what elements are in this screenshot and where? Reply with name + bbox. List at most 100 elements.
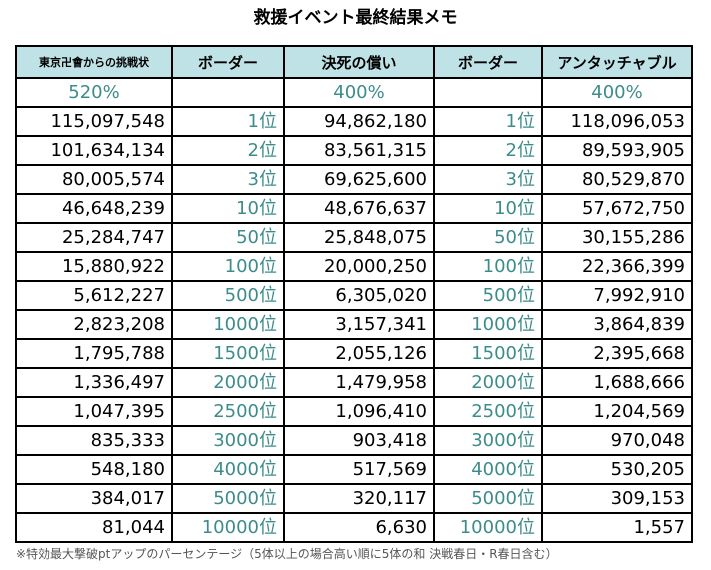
footnote: ※特効最大撃破ptアップのパーセンテージ（5体以上の場合高い順に5体の和 決戦春…	[16, 547, 558, 561]
table-row: 101,634,134 2位 83,561,315 2位 89,593,905	[15, 135, 693, 166]
rank-border-2: 1000位	[433, 309, 543, 340]
score-event-1: 1,795,788	[15, 338, 173, 369]
rank-border-2: 50位	[433, 222, 543, 253]
rank-border-2: 1500位	[433, 338, 543, 369]
rank-border-2: 2位	[433, 135, 543, 166]
score-event-2: 94,862,180	[283, 106, 435, 137]
rank-border-1: 50位	[171, 222, 285, 253]
table-row: 46,648,239 10位 48,676,637 10位 57,672,750	[15, 193, 693, 224]
rank-border-1: 1位	[171, 106, 285, 137]
score-event-1: 25,284,747	[15, 222, 173, 253]
score-event-3: 57,672,750	[541, 193, 693, 224]
rank-border-2: 4000位	[433, 454, 543, 485]
header-border-1: ボーダー	[171, 45, 285, 79]
score-event-1: 15,880,922	[15, 251, 173, 282]
score-event-3: 80,529,870	[541, 164, 693, 195]
rank-border-1: 5000位	[171, 483, 285, 514]
rank-border-2: 10000位	[433, 512, 543, 543]
table-row: 80,005,574 3位 69,625,600 3位 80,529,870	[15, 164, 693, 195]
score-event-1: 46,648,239	[15, 193, 173, 224]
score-event-1: 2,823,208	[15, 309, 173, 340]
score-event-3: 309,153	[541, 483, 693, 514]
table-row: 2,823,208 1000位 3,157,341 1000位 3,864,839	[15, 309, 693, 340]
rank-border-1: 2500位	[171, 396, 285, 427]
score-event-1: 5,612,227	[15, 280, 173, 311]
percent-border-2	[433, 77, 543, 108]
rank-border-2: 3000位	[433, 425, 543, 456]
rank-border-1: 1000位	[171, 309, 285, 340]
table-row: 835,333 3000位 903,418 3000位 970,048	[15, 425, 693, 456]
score-event-2: 20,000,250	[283, 251, 435, 282]
header-event-3: アンタッチャブル	[541, 45, 693, 79]
rank-border-2: 100位	[433, 251, 543, 282]
table-row: 1,795,788 1500位 2,055,126 1500位 2,395,668	[15, 338, 693, 369]
score-event-3: 7,992,910	[541, 280, 693, 311]
rank-border-1: 100位	[171, 251, 285, 282]
rank-border-2: 10位	[433, 193, 543, 224]
header-border-2: ボーダー	[433, 45, 543, 79]
rank-border-1: 2位	[171, 135, 285, 166]
score-event-2: 6,630	[283, 512, 435, 543]
rank-border-2: 3位	[433, 164, 543, 195]
percent-event-2: 400%	[283, 77, 435, 108]
score-event-3: 970,048	[541, 425, 693, 456]
score-event-1: 80,005,574	[15, 164, 173, 195]
score-event-1: 548,180	[15, 454, 173, 485]
header-row: 東京卍會からの挑戦状 ボーダー 決死の償い ボーダー アンタッチャブル	[15, 45, 693, 79]
score-event-3: 3,864,839	[541, 309, 693, 340]
rank-border-2: 1位	[433, 106, 543, 137]
table-row: 5,612,227 500位 6,305,020 500位 7,992,910	[15, 280, 693, 311]
score-event-3: 22,366,399	[541, 251, 693, 282]
score-event-2: 517,569	[283, 454, 435, 485]
rank-border-1: 1500位	[171, 338, 285, 369]
table-row: 1,336,497 2000位 1,479,958 2000位 1,688,666	[15, 367, 693, 398]
score-event-2: 25,848,075	[283, 222, 435, 253]
rank-border-1: 10位	[171, 193, 285, 224]
score-event-1: 1,336,497	[15, 367, 173, 398]
results-table: 東京卍會からの挑戦状 ボーダー 決死の償い ボーダー アンタッチャブル 520%…	[15, 45, 693, 543]
score-event-1: 101,634,134	[15, 135, 173, 166]
header-event-2: 決死の償い	[283, 45, 435, 79]
rank-border-2: 2000位	[433, 367, 543, 398]
rank-border-2: 500位	[433, 280, 543, 311]
page-title: 救援イベント最終結果メモ	[253, 8, 458, 28]
score-event-2: 69,625,600	[283, 164, 435, 195]
rank-border-1: 3000位	[171, 425, 285, 456]
rank-border-1: 3位	[171, 164, 285, 195]
table-row: 15,880,922 100位 20,000,250 100位 22,366,399	[15, 251, 693, 282]
score-event-1: 384,017	[15, 483, 173, 514]
score-event-3: 30,155,286	[541, 222, 693, 253]
score-event-3: 530,205	[541, 454, 693, 485]
score-event-3: 1,688,666	[541, 367, 693, 398]
table-row: 25,284,747 50位 25,848,075 50位 30,155,286	[15, 222, 693, 253]
rank-border-2: 5000位	[433, 483, 543, 514]
table-row: 1,047,395 2500位 1,096,410 2500位 1,204,569	[15, 396, 693, 427]
score-event-1: 81,044	[15, 512, 173, 543]
rank-border-1: 500位	[171, 280, 285, 311]
rank-border-1: 10000位	[171, 512, 285, 543]
percent-row: 520% 400% 400%	[15, 77, 693, 108]
rank-border-1: 2000位	[171, 367, 285, 398]
score-event-2: 903,418	[283, 425, 435, 456]
score-event-3: 1,204,569	[541, 396, 693, 427]
table-row: 384,017 5000位 320,117 5000位 309,153	[15, 483, 693, 514]
table-row: 81,044 10000位 6,630 10000位 1,557	[15, 512, 693, 543]
table-row: 548,180 4000位 517,569 4000位 530,205	[15, 454, 693, 485]
score-event-2: 2,055,126	[283, 338, 435, 369]
rank-border-1: 4000位	[171, 454, 285, 485]
score-event-2: 3,157,341	[283, 309, 435, 340]
percent-event-1: 520%	[15, 77, 173, 108]
score-event-2: 1,479,958	[283, 367, 435, 398]
score-event-3: 89,593,905	[541, 135, 693, 166]
score-event-1: 835,333	[15, 425, 173, 456]
score-event-3: 2,395,668	[541, 338, 693, 369]
score-event-2: 1,096,410	[283, 396, 435, 427]
percent-event-3: 400%	[541, 77, 693, 108]
score-event-2: 83,561,315	[283, 135, 435, 166]
header-event-1: 東京卍會からの挑戦状	[15, 45, 173, 79]
score-event-3: 118,096,053	[541, 106, 693, 137]
percent-border-1	[171, 77, 285, 108]
score-event-3: 1,557	[541, 512, 693, 543]
score-event-2: 320,117	[283, 483, 435, 514]
score-event-2: 48,676,637	[283, 193, 435, 224]
